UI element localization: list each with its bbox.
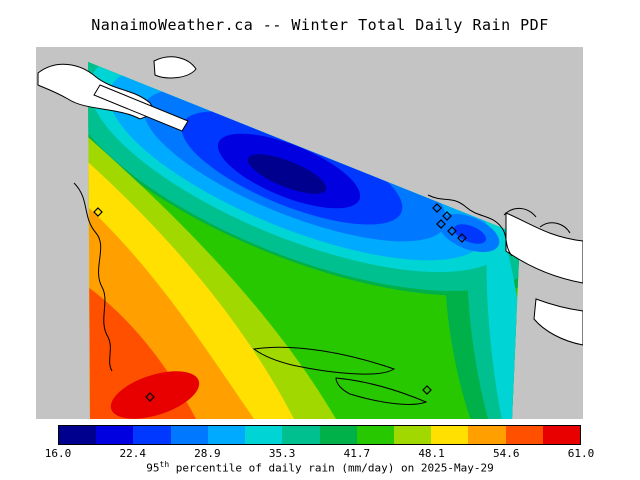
colorbar-caption: 95th percentile of daily rain (mm/day) o… bbox=[0, 460, 640, 475]
water-area-southeast-inlet bbox=[533, 298, 583, 346]
water-area-north-inlet bbox=[153, 56, 197, 79]
colorbar-segment bbox=[356, 426, 394, 444]
station-marker bbox=[93, 207, 103, 217]
figure-title: NanaimoWeather.ca -- Winter Total Daily … bbox=[91, 16, 549, 34]
colorbar-tick-label: 48.1 bbox=[418, 447, 445, 460]
station-marker bbox=[447, 226, 457, 236]
colorbar-segment bbox=[505, 426, 543, 444]
colorbar-tick-label: 35.3 bbox=[268, 447, 296, 460]
colorbar-segment bbox=[133, 426, 171, 444]
coastline-south-island-1 bbox=[252, 346, 396, 375]
colorbar-segment bbox=[542, 426, 581, 444]
colorbar bbox=[58, 425, 581, 445]
caption-text: percentile of daily rain (mm/day) on 202… bbox=[169, 461, 494, 475]
colorbar-tick-label: 22.4 bbox=[119, 447, 146, 460]
contour-map bbox=[36, 47, 583, 419]
colorbar-segment bbox=[170, 426, 208, 444]
colorbar-segment bbox=[319, 426, 357, 444]
colorbar-tick-label: 16.0 bbox=[44, 447, 72, 460]
colorbar-tick-label: 28.9 bbox=[194, 447, 221, 460]
station-markers bbox=[93, 203, 467, 402]
contour-band-red-core bbox=[110, 371, 200, 419]
colorbar-segment bbox=[282, 426, 320, 444]
colorbar-segments bbox=[59, 426, 581, 444]
caption-number: 95 bbox=[146, 461, 160, 475]
coastline-west-island bbox=[73, 182, 113, 372]
station-marker bbox=[145, 392, 155, 402]
station-marker bbox=[457, 233, 467, 243]
coastline-south-island-2 bbox=[335, 377, 428, 405]
colorbar-tick-label: 41.7 bbox=[343, 447, 371, 460]
colorbar-segment bbox=[393, 426, 432, 444]
colorbar-segment bbox=[245, 426, 283, 444]
contour-band-blue-pocket bbox=[453, 224, 487, 244]
water-area-east-inlet bbox=[505, 212, 583, 284]
water-area-northwest-sliver bbox=[93, 84, 189, 132]
caption-superscript: th bbox=[159, 460, 170, 469]
colorbar-tick-label: 61.0 bbox=[567, 447, 595, 460]
colorbar-segment bbox=[431, 426, 469, 444]
station-marker bbox=[442, 211, 452, 221]
contour-band-navy-core bbox=[247, 154, 327, 194]
colorbar-segment bbox=[96, 426, 134, 444]
coastline-east-fjord-1 bbox=[503, 208, 537, 218]
coastline-east-mainland bbox=[427, 194, 513, 257]
station-marker bbox=[432, 203, 442, 213]
station-marker bbox=[422, 385, 432, 395]
colorbar-tick-label: 54.6 bbox=[493, 447, 520, 460]
colorbar-segment bbox=[468, 426, 506, 444]
station-marker bbox=[436, 219, 446, 229]
colorbar-segment bbox=[207, 426, 246, 444]
colorbar-tick-labels: 16.0 22.4 28.9 35.3 41.7 48.1 54.6 61.0 bbox=[45, 447, 595, 460]
coastline-east-fjord-2 bbox=[539, 222, 571, 234]
colorbar-segment bbox=[59, 426, 97, 444]
